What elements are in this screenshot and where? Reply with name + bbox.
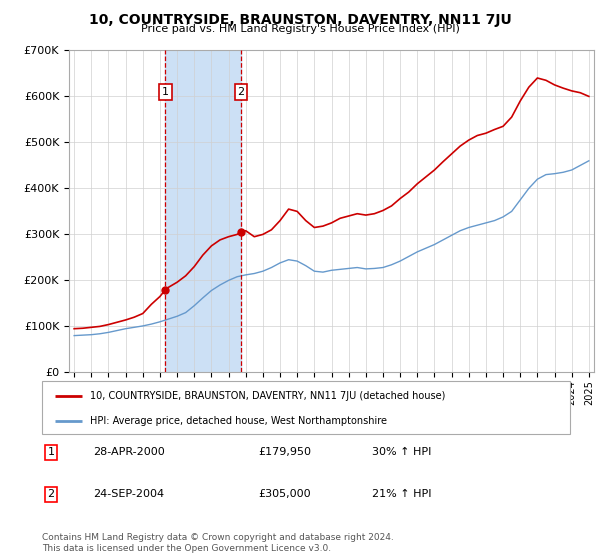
Text: 2: 2 bbox=[47, 489, 55, 500]
Text: 10, COUNTRYSIDE, BRAUNSTON, DAVENTRY, NN11 7JU: 10, COUNTRYSIDE, BRAUNSTON, DAVENTRY, NN… bbox=[89, 13, 511, 27]
Text: Contains HM Land Registry data © Crown copyright and database right 2024.
This d: Contains HM Land Registry data © Crown c… bbox=[42, 533, 394, 553]
Text: 10, COUNTRYSIDE, BRAUNSTON, DAVENTRY, NN11 7JU (detached house): 10, COUNTRYSIDE, BRAUNSTON, DAVENTRY, NN… bbox=[89, 391, 445, 401]
Text: 1: 1 bbox=[47, 447, 55, 458]
Text: £305,000: £305,000 bbox=[258, 489, 311, 500]
Text: Price paid vs. HM Land Registry's House Price Index (HPI): Price paid vs. HM Land Registry's House … bbox=[140, 24, 460, 34]
Text: 24-SEP-2004: 24-SEP-2004 bbox=[93, 489, 164, 500]
Text: HPI: Average price, detached house, West Northamptonshire: HPI: Average price, detached house, West… bbox=[89, 416, 386, 426]
Text: £179,950: £179,950 bbox=[258, 447, 311, 458]
Bar bbox=[166, 50, 241, 372]
Text: 2: 2 bbox=[238, 87, 245, 97]
FancyBboxPatch shape bbox=[42, 381, 570, 434]
Text: 21% ↑ HPI: 21% ↑ HPI bbox=[372, 489, 431, 500]
Text: 30% ↑ HPI: 30% ↑ HPI bbox=[372, 447, 431, 458]
Text: 28-APR-2000: 28-APR-2000 bbox=[93, 447, 165, 458]
Text: 1: 1 bbox=[162, 87, 169, 97]
